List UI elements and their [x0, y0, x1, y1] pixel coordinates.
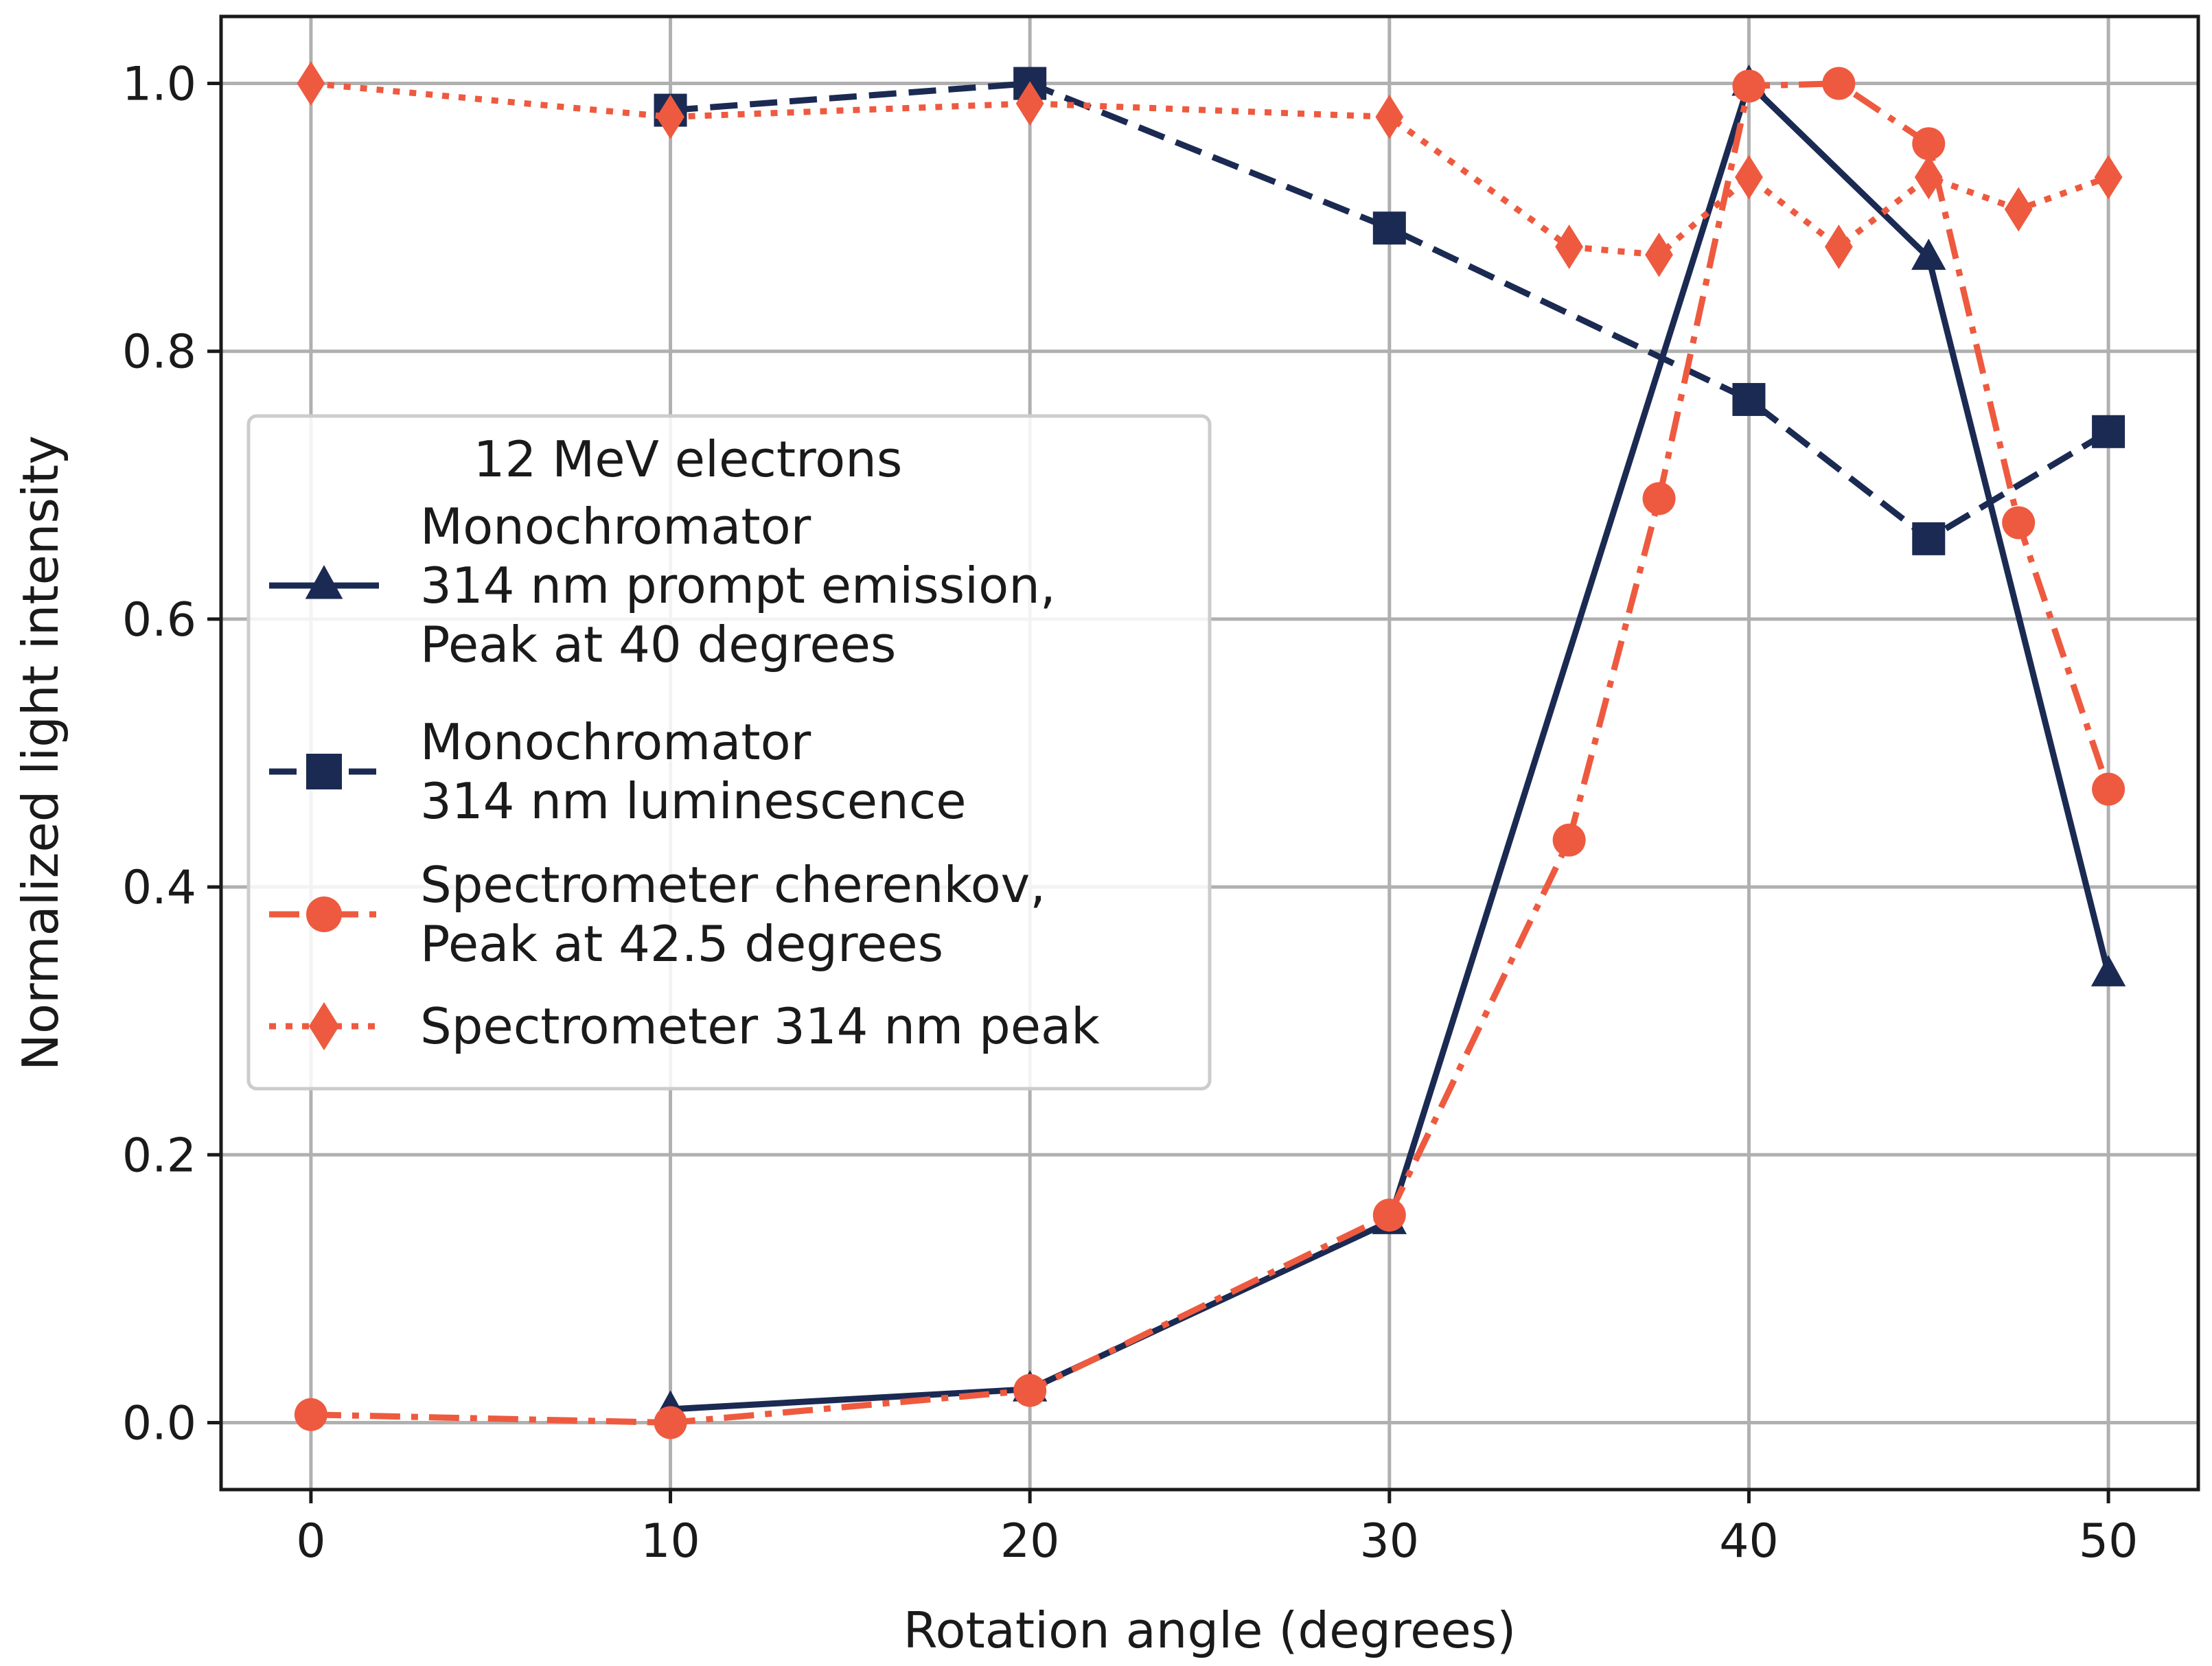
data-point-circle — [1372, 1199, 1406, 1232]
ticks: 0 10 20 30 40 50 0.0 0.2 0.4 0.6 0.8 1.0 — [122, 58, 2139, 1569]
legend-label: Spectrometer cherenkov, Peak at 42.5 degr… — [420, 856, 1046, 973]
data-point-diamond — [1555, 224, 1584, 269]
legend-marker-circle — [306, 896, 342, 932]
data-point-diamond — [1735, 154, 1763, 200]
data-point-square — [1732, 382, 1766, 416]
y-axis-label: Normalized light intensity — [12, 435, 69, 1071]
legend-entry: Monochromator 314 nm prompt emission, Peak… — [269, 498, 1056, 673]
y-tick-label: 0.4 — [122, 861, 196, 915]
x-tick-label: 0 — [296, 1514, 325, 1569]
data-point-circle — [1822, 67, 1856, 100]
legend-marker-diamond — [308, 1002, 340, 1051]
y-tick-label: 1.0 — [122, 58, 196, 112]
legend-label: Monochromator 314 nm prompt emission, Peak… — [420, 498, 1056, 673]
legend-label: Monochromator 314 nm luminescence — [420, 713, 967, 830]
data-point-circle — [1013, 1374, 1047, 1407]
series-line — [670, 80, 2112, 1413]
data-point-diamond — [1015, 81, 1044, 126]
series-line — [670, 80, 2110, 542]
series-diamond — [297, 61, 2123, 277]
data-point-circle — [1732, 69, 1766, 103]
data-point-diamond — [1824, 224, 1853, 269]
legend-marker-triangle — [305, 565, 343, 599]
x-tick-label: 20 — [1000, 1514, 1060, 1569]
data-point-circle — [2092, 772, 2125, 806]
series-layer — [294, 61, 2126, 1439]
data-point-diamond — [2004, 187, 2033, 232]
data-point-circle — [1912, 127, 1946, 161]
x-tick-label: 40 — [1719, 1514, 1779, 1569]
legend-label: Spectrometer 314 nm peak — [420, 997, 1100, 1055]
data-point-square — [1372, 211, 1406, 245]
y-tick-label: 0.0 — [122, 1396, 196, 1450]
data-point-diamond — [1914, 154, 1943, 200]
data-point-triangle — [2090, 955, 2126, 986]
data-point-circle — [1552, 823, 1586, 857]
data-point-circle — [2002, 506, 2036, 540]
data-point-diamond — [1645, 232, 1673, 277]
data-point-circle — [294, 1398, 327, 1431]
data-point-diamond — [1375, 94, 1404, 139]
data-point-diamond — [656, 94, 684, 139]
data-point-square — [2092, 415, 2125, 448]
y-tick-label: 0.2 — [122, 1129, 196, 1183]
x-tick-label: 30 — [1360, 1514, 1420, 1569]
y-tick-label: 0.8 — [122, 325, 196, 380]
data-point-triangle — [1911, 238, 1946, 270]
legend-entry: Monochromator 314 nm luminescence — [269, 713, 967, 830]
legend: 12 MeV electrons Monochromator 314 nm prom… — [246, 414, 1212, 1091]
legend-entry: Spectrometer 314 nm peak — [269, 997, 1100, 1055]
legend-entry: Spectrometer cherenkov, Peak at 42.5 degr… — [269, 856, 1046, 973]
x-tick-label: 10 — [641, 1514, 700, 1569]
data-point-diamond — [297, 61, 325, 106]
legend-marker-square — [306, 754, 342, 789]
plot-frame — [219, 14, 2200, 1492]
data-point-square — [1912, 522, 1946, 555]
series-circle — [294, 67, 2125, 1439]
data-point-circle — [1642, 482, 1676, 516]
data-point-diamond — [2094, 154, 2123, 200]
data-point-circle — [654, 1406, 687, 1439]
x-tick-label: 50 — [2079, 1514, 2139, 1569]
legend-box — [246, 414, 1212, 1091]
legend-title: 12 MeV electrons — [474, 430, 903, 488]
y-tick-label: 0.6 — [122, 593, 196, 647]
x-axis-label: Rotation angle (degrees) — [903, 1601, 1517, 1659]
